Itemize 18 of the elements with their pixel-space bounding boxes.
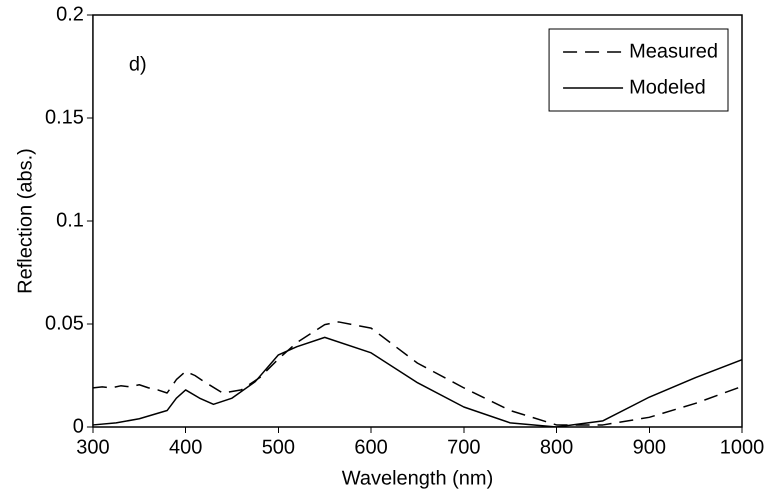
x-tick-label: 700	[447, 436, 481, 459]
y-tick-label: 0.2	[56, 4, 84, 26]
y-axis-title: Reflection (abs.)	[14, 148, 37, 294]
legend-label: Modeled	[629, 76, 706, 99]
y-tick-label: 0.1	[56, 210, 84, 232]
x-axis-title: Wavelength (nm)	[342, 468, 494, 490]
annotation: d)	[128, 54, 147, 76]
y-tick-label: 0.05	[44, 312, 84, 335]
x-tick-label: 1000	[720, 436, 764, 459]
x-tick-label: 500	[262, 436, 296, 459]
x-tick-label: 800	[540, 436, 574, 459]
x-tick-label: 400	[168, 436, 202, 459]
x-tick-label: 300	[76, 436, 110, 459]
x-tick-label: 900	[632, 436, 666, 459]
x-tick-label: 600	[354, 436, 388, 459]
y-tick-label: 0.15	[44, 106, 84, 129]
y-tick-label: 0	[72, 416, 84, 438]
legend-label: Measured	[629, 40, 718, 63]
